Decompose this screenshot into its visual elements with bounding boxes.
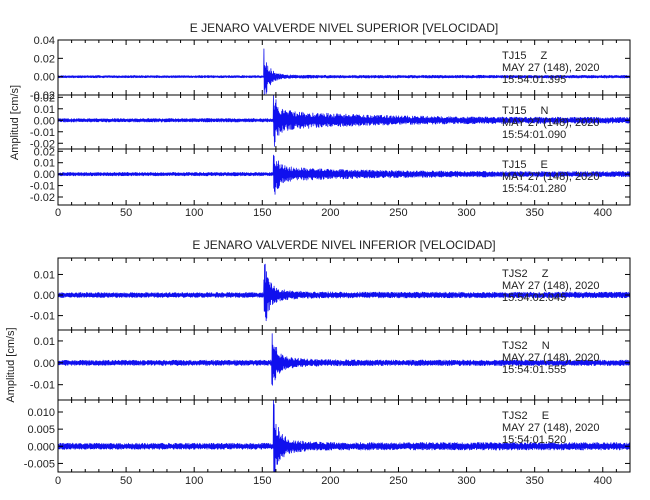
x-tick-label: 300 <box>457 207 475 219</box>
station-code: TJ15 <box>502 50 526 62</box>
trace-start-time: 15:54:01.280 <box>502 183 566 195</box>
station-component: TJS2 N <box>502 340 550 352</box>
y-tick-label: -0.01 <box>30 181 55 193</box>
station-code: TJS2 <box>502 340 528 352</box>
x-tick-label: 0 <box>55 207 61 219</box>
trace-date: MAY 27 (148), 2020 <box>502 352 599 364</box>
y-axis-label: Amplitud [cm/s] <box>9 85 21 160</box>
trace-start-time: 15:54:01.395 <box>502 74 566 86</box>
trace-start-time: 15:54:01.520 <box>502 434 566 446</box>
trace-date: MAY 27 (148), 2020 <box>502 117 599 129</box>
x-tick-label: 50 <box>120 207 132 219</box>
waveform-trace <box>57 400 631 472</box>
y-tick-label: -0.02 <box>30 192 55 204</box>
y-tick-label: -0.02 <box>30 90 55 102</box>
station-code: TJ15 <box>502 105 526 117</box>
x-tick-label: 250 <box>389 207 407 219</box>
y-tick-label: 0.01 <box>34 104 55 116</box>
trace-start-time: 15:54:01.090 <box>502 129 566 141</box>
station-component: TJS2 Z <box>502 268 549 280</box>
figure-title: E JENARO VALVERDE NIVEL SUPERIOR [VELOCI… <box>190 21 499 35</box>
trace-date: MAY 27 (148), 2020 <box>502 62 599 74</box>
y-tick-label: 0.02 <box>34 53 55 65</box>
y-tick-label: 0.00 <box>34 358 55 370</box>
station-component: TJ15 E <box>502 159 548 171</box>
figure-title: E JENARO VALVERDE NIVEL INFERIOR [VELOCI… <box>192 238 495 252</box>
component-code: E <box>542 410 549 422</box>
x-tick-label: 100 <box>185 207 203 219</box>
waveform-trace <box>57 333 631 386</box>
y-tick-label: -0.02 <box>30 138 55 150</box>
y-tick-label: 0.00 <box>34 72 55 84</box>
station-component: TJS2 E <box>502 410 549 422</box>
x-tick-label: 350 <box>525 207 543 219</box>
figure-2: E JENARO VALVERDE NIVEL INFERIOR [VELOCI… <box>5 238 631 487</box>
trace-start-time: 15:54:02.045 <box>502 292 566 304</box>
y-tick-label: 0.00 <box>34 169 55 181</box>
y-axis-label: Amplitud [cm/s] <box>5 327 17 402</box>
y-tick-label: 0.01 <box>34 336 55 348</box>
station-code: TJS2 <box>502 268 528 280</box>
x-tick-label: 200 <box>321 475 339 487</box>
y-tick-label: 0.02 <box>34 92 55 104</box>
waveform-trace <box>57 154 631 195</box>
y-tick-label: -0.005 <box>24 458 55 470</box>
x-tick-label: 350 <box>525 475 543 487</box>
waveform-trace <box>57 263 631 322</box>
y-tick-label: 0.01 <box>34 158 55 170</box>
station-component: TJ15 N <box>502 105 548 117</box>
y-tick-label: -0.01 <box>30 311 55 323</box>
station-code: TJS2 <box>502 410 528 422</box>
trace-date: MAY 27 (148), 2020 <box>502 171 599 183</box>
trace-date: MAY 27 (148), 2020 <box>502 280 599 292</box>
x-tick-label: 400 <box>594 475 612 487</box>
y-tick-label: 0.02 <box>34 146 55 158</box>
component-code: Z <box>542 268 549 280</box>
x-tick-label: 200 <box>321 207 339 219</box>
y-tick-label: -0.01 <box>30 380 55 392</box>
component-code: E <box>540 159 547 171</box>
y-tick-label: 0.010 <box>27 407 55 419</box>
x-tick-label: 50 <box>120 475 132 487</box>
waveform-trace <box>57 48 631 95</box>
y-tick-label: 0.005 <box>27 424 55 436</box>
figure-1: E JENARO VALVERDE NIVEL SUPERIOR [VELOCI… <box>9 21 631 219</box>
x-tick-label: 100 <box>185 475 203 487</box>
component-code: N <box>540 105 548 117</box>
station-code: TJ15 <box>502 159 526 171</box>
x-tick-label: 250 <box>389 475 407 487</box>
component-code: Z <box>540 50 547 62</box>
x-tick-label: 300 <box>457 475 475 487</box>
trace-start-time: 15:54:01.555 <box>502 364 566 376</box>
y-tick-label: 0.04 <box>34 35 55 47</box>
x-tick-label: 0 <box>55 475 61 487</box>
y-tick-label: 0.00 <box>34 290 55 302</box>
y-tick-label: 0.000 <box>27 441 55 453</box>
y-tick-label: 0.00 <box>34 115 55 127</box>
x-tick-label: 150 <box>253 475 271 487</box>
y-tick-label: -0.01 <box>30 127 55 139</box>
station-component: TJ15 Z <box>502 50 547 62</box>
x-tick-label: 150 <box>253 207 271 219</box>
component-code: N <box>542 340 550 352</box>
waveform-trace <box>57 95 631 147</box>
trace-date: MAY 27 (148), 2020 <box>502 422 599 434</box>
y-tick-label: 0.01 <box>34 269 55 281</box>
x-tick-label: 400 <box>594 207 612 219</box>
